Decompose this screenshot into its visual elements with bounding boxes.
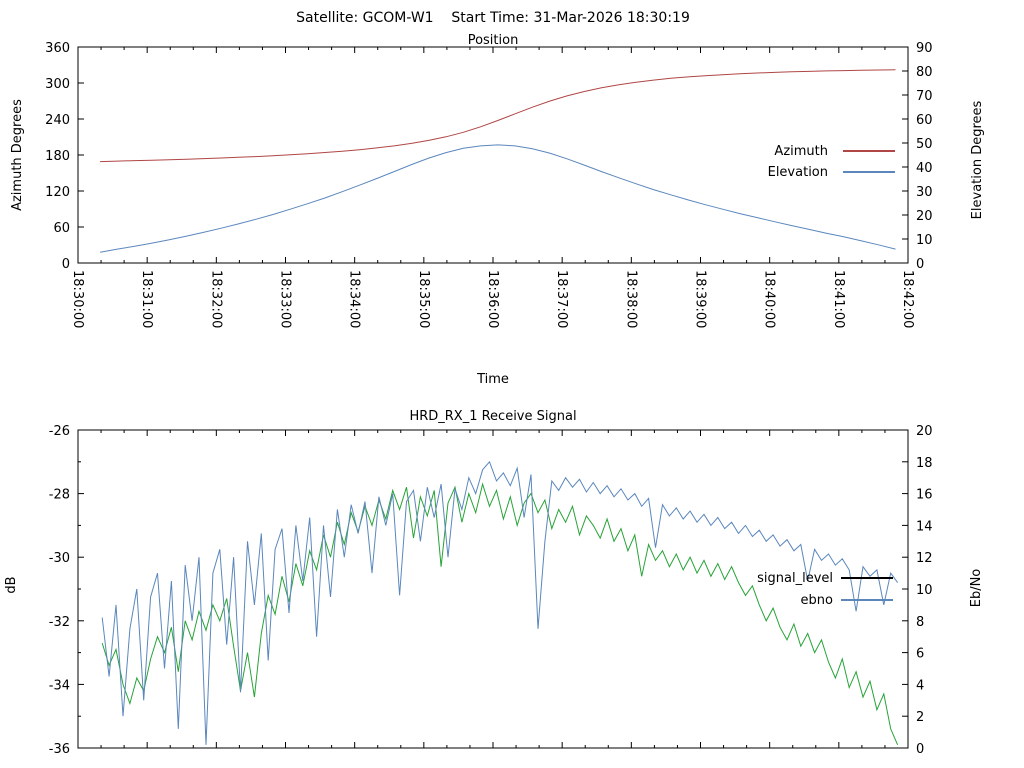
series-signal_level xyxy=(101,482,899,745)
y2-tick-label: 90 xyxy=(916,41,933,56)
y2-tick-label: 70 xyxy=(916,89,933,104)
y2-tick-label: 4 xyxy=(916,678,924,693)
y2-tick-label: 20 xyxy=(916,209,933,224)
y2-tick-label: 0 xyxy=(916,257,924,272)
y2-tick-label: 80 xyxy=(916,65,933,80)
x-tick-label: 18:37:00 xyxy=(554,270,569,328)
ebno-axis-label: Eb/No xyxy=(969,568,984,608)
legend-label-elevation: Elevation xyxy=(767,165,828,180)
y-tick-label: 180 xyxy=(45,149,70,164)
x-tick-label: 18:34:00 xyxy=(347,270,362,328)
x-tick-label: 18:32:00 xyxy=(208,270,223,328)
y2-tick-label: 40 xyxy=(916,161,933,176)
y-tick-label: -26 xyxy=(49,424,70,439)
x-tick-label: 18:30:00 xyxy=(70,270,85,328)
y2-tick-label: 6 xyxy=(916,647,924,662)
y2-tick-label: 10 xyxy=(916,233,933,248)
main-title: Satellite: GCOM-W1 Start Time: 31-Mar-20… xyxy=(296,10,690,26)
y-tick-label: 60 xyxy=(53,221,70,236)
x-tick-label: 18:38:00 xyxy=(623,270,638,328)
y-tick-label: -30 xyxy=(49,551,70,566)
receive-signal-chart-title: HRD_RX_1 Receive Signal xyxy=(409,409,577,424)
position-chart-title: Position xyxy=(467,33,519,48)
y2-tick-label: 50 xyxy=(916,137,933,152)
x-tick-label: 18:33:00 xyxy=(278,270,293,328)
x-tick-label: 18:40:00 xyxy=(762,270,777,328)
x-tick-label: 18:41:00 xyxy=(831,270,846,328)
y2-tick-label: 2 xyxy=(916,710,924,725)
y2-tick-label: 30 xyxy=(916,185,933,200)
x-tick-label: 18:42:00 xyxy=(900,270,915,328)
series-azimuth xyxy=(100,69,896,163)
elevation-axis-label: Elevation Degrees xyxy=(970,100,985,220)
y2-tick-label: 12 xyxy=(916,551,933,566)
y-tick-label: 240 xyxy=(45,113,70,128)
y-tick-label: -28 xyxy=(49,488,70,503)
y-tick-label: 120 xyxy=(45,185,70,200)
y2-tick-label: 10 xyxy=(916,583,933,598)
plot-border xyxy=(77,429,909,749)
time-axis-label: Time xyxy=(477,372,509,387)
legend-line-azimuth xyxy=(843,150,895,152)
legend-label-signal-level: signal_level xyxy=(757,571,833,586)
y-tick-label: -34 xyxy=(49,678,70,693)
x-tick-label: 18:35:00 xyxy=(416,270,431,328)
y-tick-label: 0 xyxy=(62,257,70,272)
legend-label-azimuth: Azimuth xyxy=(774,144,828,159)
x-tick-label: 18:36:00 xyxy=(485,270,500,328)
y2-tick-label: 16 xyxy=(916,488,933,503)
x-tick-label: 18:31:00 xyxy=(139,270,154,328)
legend-line-ebno xyxy=(841,599,893,601)
legend-line-elevation xyxy=(843,171,895,173)
y2-tick-label: 18 xyxy=(916,456,933,471)
y2-tick-label: 0 xyxy=(916,742,924,757)
y2-tick-label: 8 xyxy=(916,615,924,630)
y2-tick-label: 20 xyxy=(916,424,933,439)
y-tick-label: 300 xyxy=(45,77,70,92)
series-elevation xyxy=(100,144,896,253)
y-tick-label: -36 xyxy=(49,742,70,757)
azimuth-axis-label: Azimuth Degrees xyxy=(10,99,25,211)
y2-tick-label: 14 xyxy=(916,519,933,534)
db-axis-label: dB xyxy=(4,576,19,594)
series-ebno xyxy=(101,460,899,745)
x-tick-label: 18:39:00 xyxy=(693,270,708,328)
legend-line-signal-level xyxy=(841,577,893,579)
y2-tick-label: 60 xyxy=(916,113,933,128)
legend-label-ebno: ebno xyxy=(800,593,833,608)
y-tick-label: 360 xyxy=(45,41,70,56)
y-tick-label: -32 xyxy=(49,615,70,630)
